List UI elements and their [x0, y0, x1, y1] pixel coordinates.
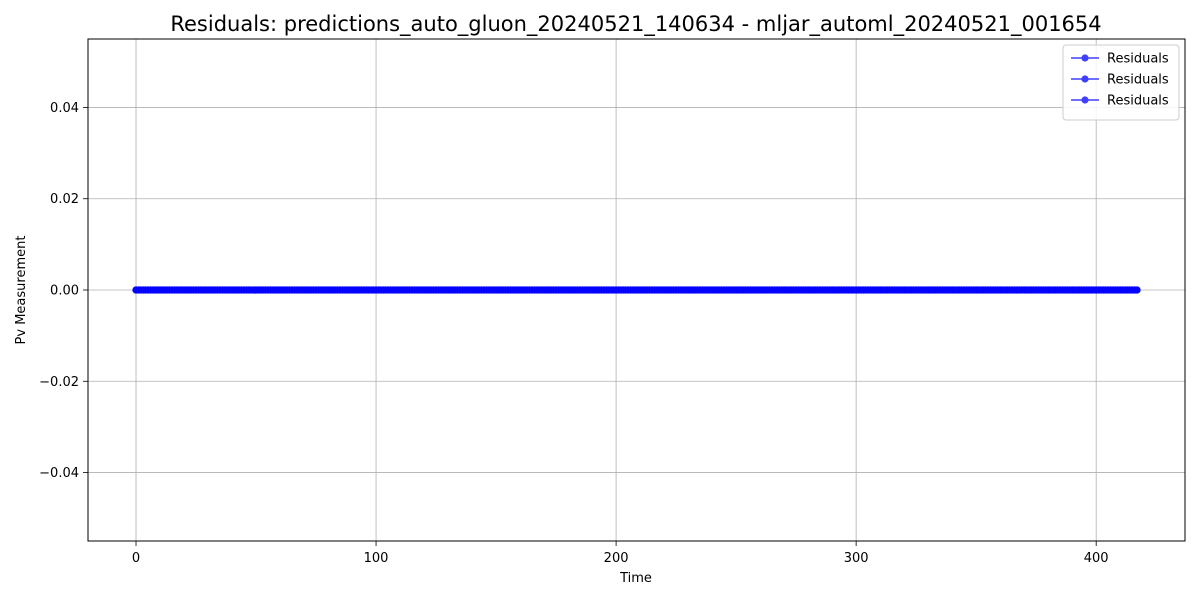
chart-title: Residuals: predictions_auto_gluon_202405… [170, 12, 1101, 37]
y-axis-ticks: −0.04 −0.02 0.00 0.02 0.04 [39, 101, 88, 481]
y-tick-label: −0.02 [39, 375, 79, 390]
legend-frame [1062, 44, 1180, 121]
y-axis-label: Pv Measurement [14, 236, 29, 345]
legend-label: Residuals [1107, 94, 1169, 109]
x-tick-label: 400 [1084, 551, 1109, 566]
legend-entry [1071, 54, 1099, 62]
y-tick-label: −0.04 [39, 466, 79, 481]
x-tick-label: 100 [364, 551, 389, 566]
x-axis-ticks: 0 100 200 300 400 [132, 541, 1109, 566]
legend-label: Residuals [1107, 52, 1169, 67]
series-residuals [132, 286, 1141, 294]
data-point [1133, 286, 1141, 294]
legend-marker [1081, 54, 1089, 62]
x-axis-label: Time [619, 571, 652, 586]
x-tick-label: 200 [604, 551, 629, 566]
x-tick-label: 300 [844, 551, 869, 566]
legend-label: Residuals [1107, 73, 1169, 88]
series-layer [132, 286, 1141, 294]
legend-marker [1081, 75, 1089, 83]
y-tick-label: 0.02 [50, 192, 79, 207]
legend-entry [1071, 75, 1099, 83]
legend-entry [1071, 96, 1099, 104]
y-tick-label: 0.00 [50, 284, 79, 299]
legend: Residuals Residuals Residuals [1062, 44, 1180, 121]
x-tick-label: 0 [132, 551, 140, 566]
y-tick-label: 0.04 [50, 101, 79, 116]
legend-marker [1081, 96, 1089, 104]
